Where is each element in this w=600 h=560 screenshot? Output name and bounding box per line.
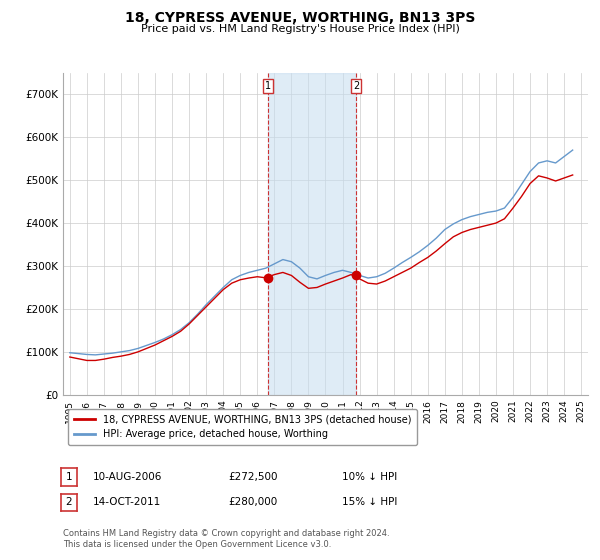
Text: 15% ↓ HPI: 15% ↓ HPI	[342, 497, 397, 507]
Legend: 18, CYPRESS AVENUE, WORTHING, BN13 3PS (detached house), HPI: Average price, det: 18, CYPRESS AVENUE, WORTHING, BN13 3PS (…	[68, 409, 417, 445]
Text: 2: 2	[65, 497, 73, 507]
Text: Contains HM Land Registry data © Crown copyright and database right 2024.
This d: Contains HM Land Registry data © Crown c…	[63, 529, 389, 549]
Text: £272,500: £272,500	[228, 472, 277, 482]
Text: £280,000: £280,000	[228, 497, 277, 507]
Text: 1: 1	[265, 81, 271, 91]
Bar	[268, 73, 356, 395]
Text: 18, CYPRESS AVENUE, WORTHING, BN13 3PS: 18, CYPRESS AVENUE, WORTHING, BN13 3PS	[125, 11, 475, 25]
Text: 1: 1	[65, 472, 73, 482]
Text: 14-OCT-2011: 14-OCT-2011	[93, 497, 161, 507]
Text: 10-AUG-2006: 10-AUG-2006	[93, 472, 163, 482]
Text: 2: 2	[353, 81, 359, 91]
Text: Price paid vs. HM Land Registry's House Price Index (HPI): Price paid vs. HM Land Registry's House …	[140, 24, 460, 34]
Text: 10% ↓ HPI: 10% ↓ HPI	[342, 472, 397, 482]
